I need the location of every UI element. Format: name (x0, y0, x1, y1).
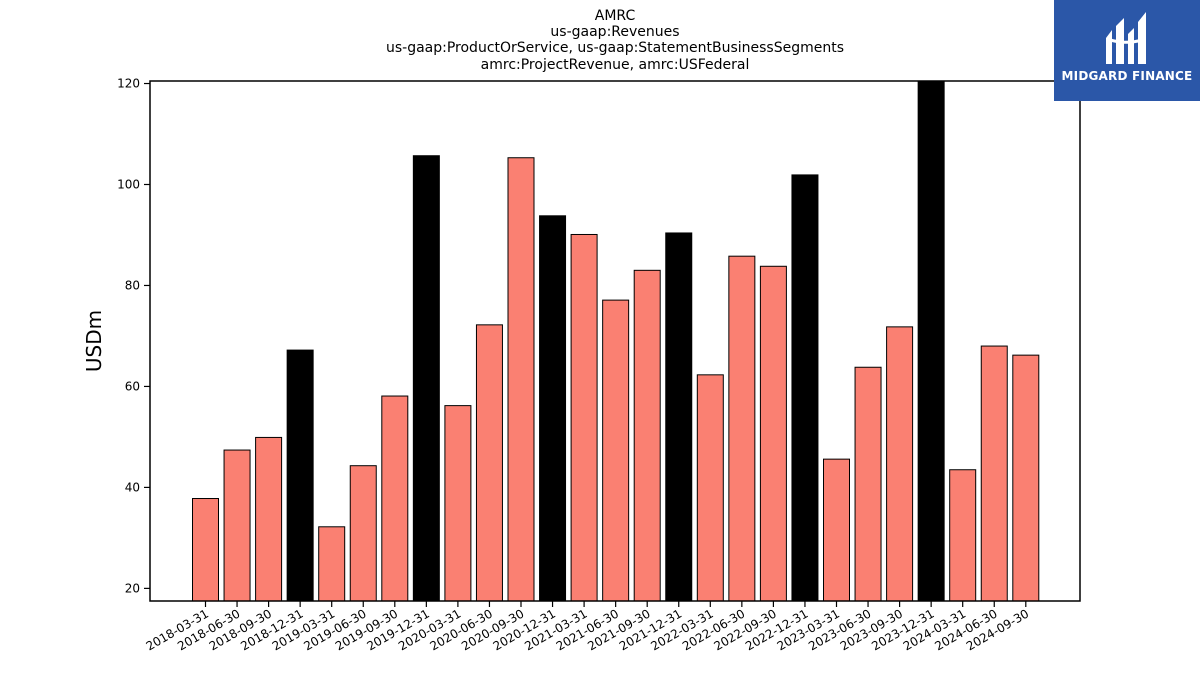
bar-2021-09-30 (633, 269, 661, 602)
logo-text: MIDGARD FINANCE (1061, 69, 1193, 83)
bar-2019-03-31 (318, 526, 346, 602)
midgard-logo-icon (1106, 12, 1146, 64)
bar-2018-09-30 (255, 436, 283, 602)
y-tick-label: 80 (125, 278, 140, 292)
chart-subtitle-concept: us-gaap:Revenues (550, 24, 680, 40)
y-tick-label: 100 (117, 177, 140, 191)
bar-2022-12-31 (791, 174, 819, 602)
bar-2022-03-31 (696, 374, 724, 602)
y-axis-label: USDm (82, 310, 106, 372)
bar-2018-06-30 (223, 449, 251, 602)
plot-frame (149, 80, 1081, 602)
bar-2019-12-31 (412, 155, 440, 602)
y-tick-label: 120 (117, 77, 140, 91)
bar-2020-12-31 (539, 215, 567, 602)
y-tick-label: 20 (125, 581, 140, 595)
bar-2024-03-31 (949, 469, 977, 602)
bar-2021-12-31 (665, 232, 693, 602)
bar-2023-06-30 (854, 366, 882, 602)
bar-2019-09-30 (381, 395, 409, 602)
bar-2021-06-30 (602, 299, 630, 602)
bar-2018-12-31 (286, 349, 314, 602)
bar-2024-09-30 (1012, 354, 1040, 602)
bar-2024-06-30 (980, 345, 1008, 602)
bar-2020-09-30 (507, 157, 535, 602)
bar-2020-03-31 (444, 405, 472, 602)
bar-2023-09-30 (886, 326, 914, 602)
bar-2019-06-30 (349, 465, 377, 602)
bar-2022-06-30 (728, 255, 756, 602)
midgard-finance-logo: MIDGARD FINANCE (1054, 0, 1200, 101)
bar-2020-06-30 (475, 324, 503, 602)
y-tick-label: 40 (125, 480, 140, 494)
chart-subtitle-members: amrc:ProjectRevenue, amrc:USFederal (480, 57, 750, 73)
bar-2021-03-31 (570, 233, 598, 602)
y-tick-label: 60 (125, 379, 140, 393)
bar-2023-03-31 (823, 458, 850, 602)
bar-2018-03-31 (192, 498, 219, 602)
chart-title: AMRC (594, 8, 636, 24)
chart-subtitle-axes: us-gaap:ProductOrService, us-gaap:Statem… (385, 40, 844, 56)
bar-2023-12-31 (917, 80, 945, 602)
bar-2022-09-30 (759, 265, 787, 602)
